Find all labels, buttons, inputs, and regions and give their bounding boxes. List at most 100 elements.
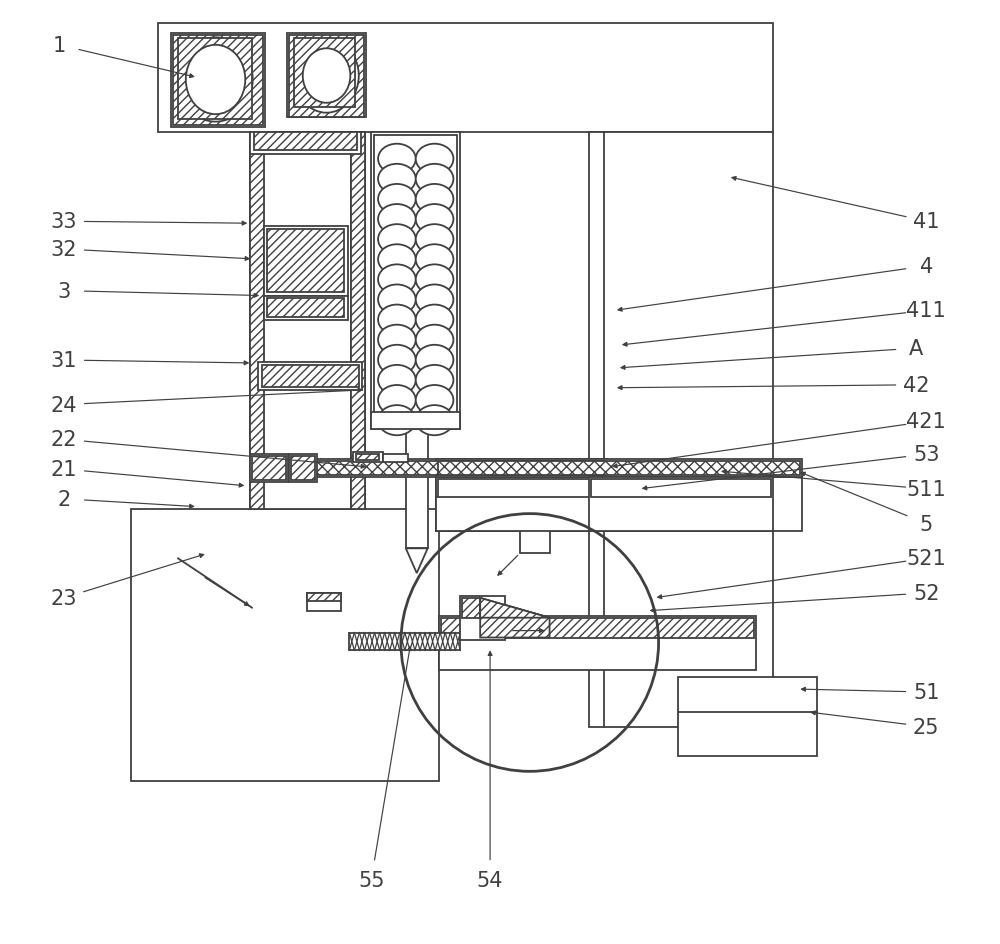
Ellipse shape (416, 326, 453, 356)
Ellipse shape (378, 245, 416, 275)
Ellipse shape (378, 406, 416, 436)
Bar (158, 24, 773, 133)
Ellipse shape (416, 245, 453, 275)
Bar (267, 298, 344, 318)
Bar (349, 133, 365, 509)
Text: 3: 3 (57, 281, 71, 301)
Text: 21: 21 (51, 460, 77, 480)
Bar (371, 133, 460, 430)
Bar (250, 460, 607, 478)
Bar (349, 632, 460, 650)
Text: A: A (909, 339, 923, 359)
Bar (291, 457, 315, 480)
Ellipse shape (416, 185, 453, 215)
Ellipse shape (416, 385, 453, 415)
Bar (171, 34, 265, 128)
Bar (406, 430, 428, 548)
Text: 42: 42 (903, 376, 930, 396)
Bar (374, 136, 457, 427)
Text: 52: 52 (913, 583, 939, 603)
Polygon shape (480, 598, 550, 638)
Bar (250, 133, 266, 509)
Ellipse shape (294, 40, 359, 113)
Text: 4: 4 (920, 257, 933, 277)
Bar (262, 133, 351, 509)
Ellipse shape (416, 285, 453, 315)
Bar (439, 616, 756, 670)
Bar (250, 455, 288, 482)
Bar (258, 362, 362, 390)
Ellipse shape (378, 385, 416, 415)
Ellipse shape (416, 265, 453, 295)
Polygon shape (480, 598, 550, 618)
Text: 411: 411 (906, 301, 946, 321)
Ellipse shape (378, 265, 416, 295)
Text: 55: 55 (358, 870, 384, 890)
Bar (460, 597, 505, 641)
Bar (589, 478, 773, 531)
Bar (383, 455, 408, 463)
Text: 33: 33 (51, 212, 77, 232)
Bar (438, 462, 800, 476)
Text: 22: 22 (51, 430, 77, 449)
Ellipse shape (378, 346, 416, 376)
Bar (678, 678, 817, 757)
Bar (591, 480, 771, 497)
Bar (264, 227, 348, 296)
Bar (436, 497, 599, 531)
Bar (289, 36, 364, 118)
Bar (356, 455, 379, 461)
Ellipse shape (416, 205, 453, 235)
Bar (436, 478, 802, 531)
Text: 32: 32 (51, 240, 77, 260)
Ellipse shape (378, 326, 416, 356)
Bar (436, 460, 802, 478)
Bar (250, 133, 264, 509)
Text: 31: 31 (51, 350, 77, 371)
Bar (252, 457, 286, 480)
Ellipse shape (378, 285, 416, 315)
Bar (131, 509, 439, 782)
Bar (264, 296, 348, 321)
Text: 51: 51 (913, 683, 939, 702)
Text: 53: 53 (913, 445, 939, 464)
Ellipse shape (378, 305, 416, 335)
Bar (371, 413, 460, 430)
Ellipse shape (378, 205, 416, 235)
Bar (267, 230, 344, 293)
Bar (289, 455, 317, 482)
Ellipse shape (416, 225, 453, 255)
Ellipse shape (416, 406, 453, 436)
Polygon shape (406, 548, 428, 574)
Text: 41: 41 (913, 212, 939, 232)
Bar (589, 133, 773, 727)
Text: 1: 1 (52, 36, 66, 56)
Bar (353, 453, 383, 463)
Polygon shape (436, 478, 599, 554)
Bar (307, 593, 341, 601)
Text: 421: 421 (906, 412, 946, 432)
Bar (441, 618, 754, 638)
Bar (254, 133, 357, 151)
Text: 5: 5 (920, 514, 933, 534)
Ellipse shape (378, 164, 416, 194)
Ellipse shape (378, 144, 416, 175)
Ellipse shape (303, 49, 350, 104)
Ellipse shape (378, 365, 416, 396)
Bar (173, 36, 263, 126)
Bar (262, 365, 359, 387)
Bar (252, 462, 605, 476)
Text: 24: 24 (51, 396, 77, 415)
Text: 54: 54 (477, 870, 503, 890)
Bar (178, 39, 252, 120)
Bar (250, 133, 361, 155)
Text: 25: 25 (913, 717, 939, 737)
Ellipse shape (186, 45, 245, 115)
Ellipse shape (178, 39, 253, 123)
Text: 521: 521 (906, 548, 946, 568)
Text: 23: 23 (51, 588, 77, 608)
Bar (351, 133, 365, 509)
Ellipse shape (378, 185, 416, 215)
Ellipse shape (416, 144, 453, 175)
Ellipse shape (378, 225, 416, 255)
